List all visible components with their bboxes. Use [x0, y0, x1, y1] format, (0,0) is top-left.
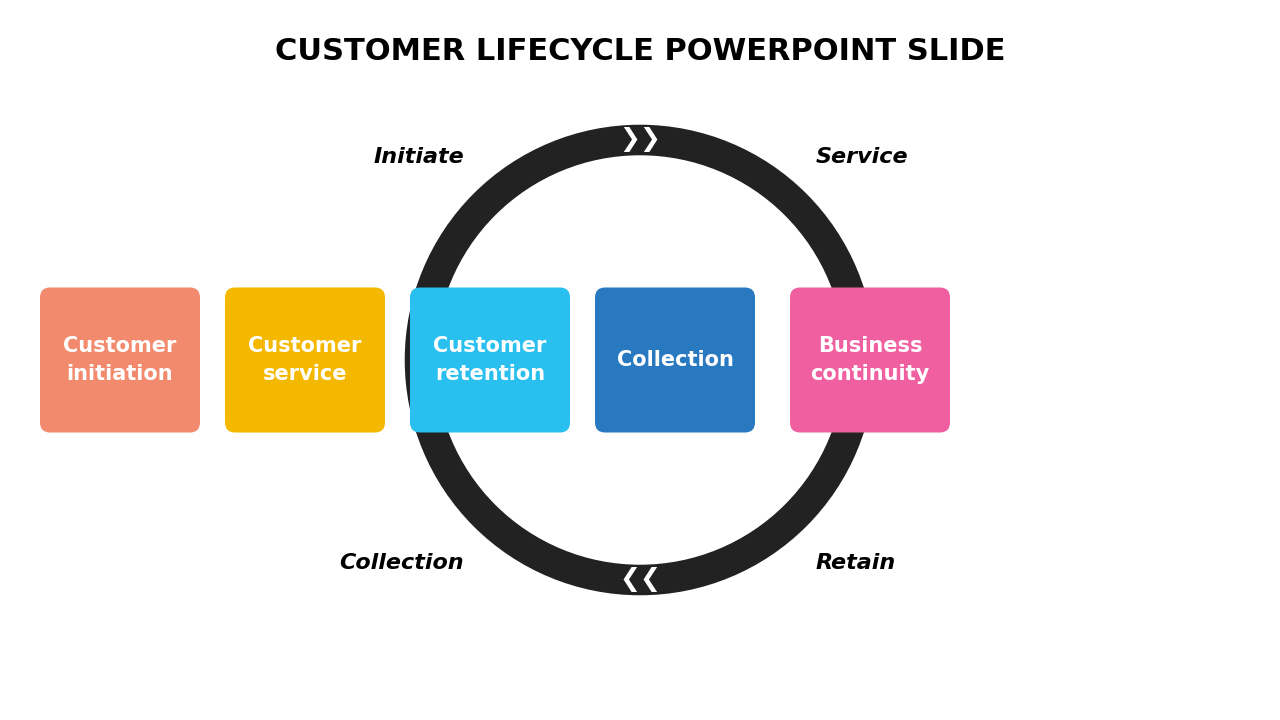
FancyBboxPatch shape [225, 287, 385, 433]
Text: Initiate: Initiate [374, 148, 465, 167]
Text: Customer
service: Customer service [248, 336, 362, 384]
Text: CUSTOMER LIFECYCLE POWERPOINT SLIDE: CUSTOMER LIFECYCLE POWERPOINT SLIDE [275, 37, 1005, 66]
Text: Collection: Collection [617, 350, 733, 370]
FancyBboxPatch shape [790, 287, 950, 433]
Text: Customer
retention: Customer retention [434, 336, 547, 384]
FancyBboxPatch shape [40, 287, 200, 433]
Text: ❮❮: ❮❮ [620, 567, 660, 593]
Text: Business
continuity: Business continuity [810, 336, 929, 384]
FancyBboxPatch shape [595, 287, 755, 433]
Text: Customer
initiation: Customer initiation [63, 336, 177, 384]
Text: Collection: Collection [339, 553, 465, 572]
Text: ❯❯: ❯❯ [620, 127, 660, 153]
Text: Retain: Retain [815, 553, 896, 572]
Text: Service: Service [815, 148, 909, 167]
FancyBboxPatch shape [410, 287, 570, 433]
